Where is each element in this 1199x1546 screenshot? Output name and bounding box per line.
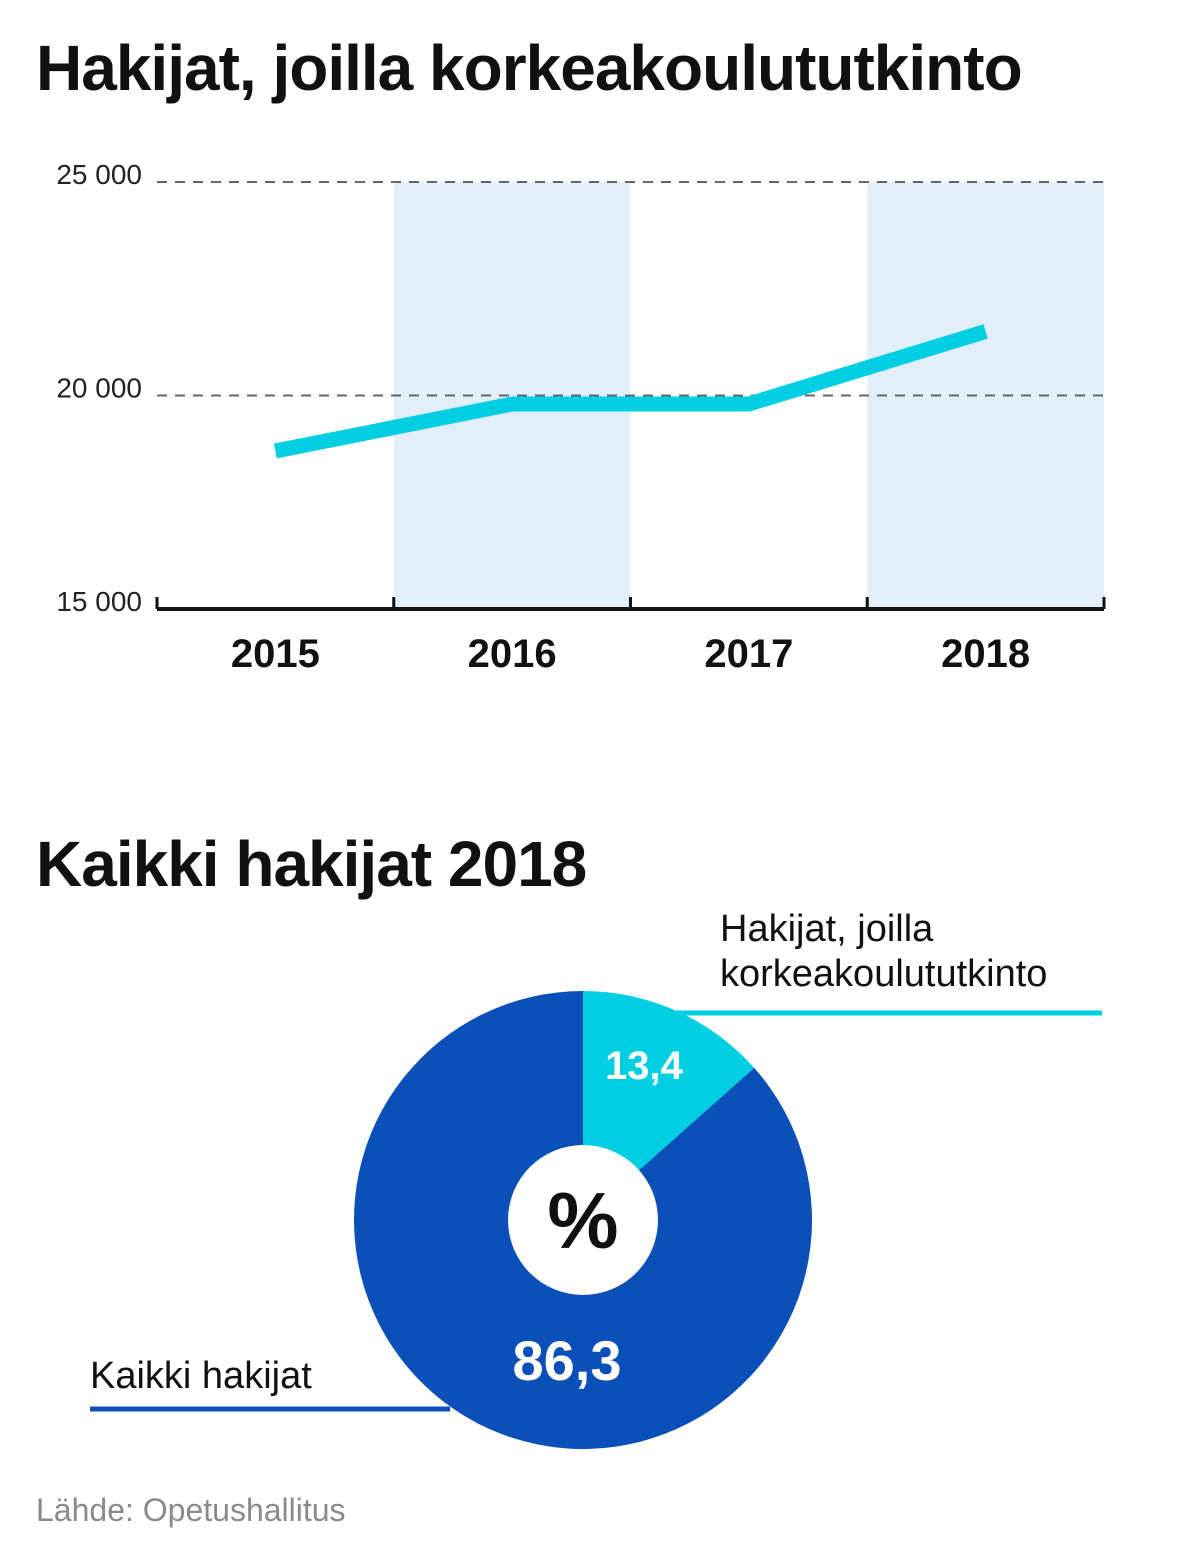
x-category-label: 2015 (231, 632, 320, 676)
y-tick-label: 25 000 (56, 159, 142, 190)
pie-chart-title: Kaikki hakijat 2018 (36, 828, 587, 900)
series-line (273, 324, 988, 459)
slice-name-label: korkeakoulututkinto (720, 953, 1047, 995)
x-category-label: 2017 (704, 632, 793, 676)
x-category-label: 2016 (468, 632, 557, 676)
line-chart-title: Hakijat, joilla korkeakoulututkinto (36, 32, 1023, 104)
donut-hole (508, 1145, 658, 1295)
center-percent-label: % (547, 1176, 618, 1265)
slice-name-label: Kaikki hakijat (90, 1355, 312, 1397)
x-category-label: 2018 (941, 632, 1030, 676)
y-tick-label: 15 000 (56, 586, 142, 617)
source-note: Lähde: Opetushallitus (36, 1492, 346, 1528)
slice-name-label: Hakijat, joilla (720, 908, 934, 950)
line-chart: 15 000 20 000 25 000 2015 2016 2017 2018 (56, 159, 1106, 676)
y-tick-label: 20 000 (56, 373, 142, 404)
slice-value-label: 13,4 (605, 1044, 684, 1088)
pie-chart: % 13,4 86,3 Hakijat, joillakorkeakoulututki… (90, 908, 1102, 1449)
slice-value-label: 86,3 (513, 1329, 622, 1392)
